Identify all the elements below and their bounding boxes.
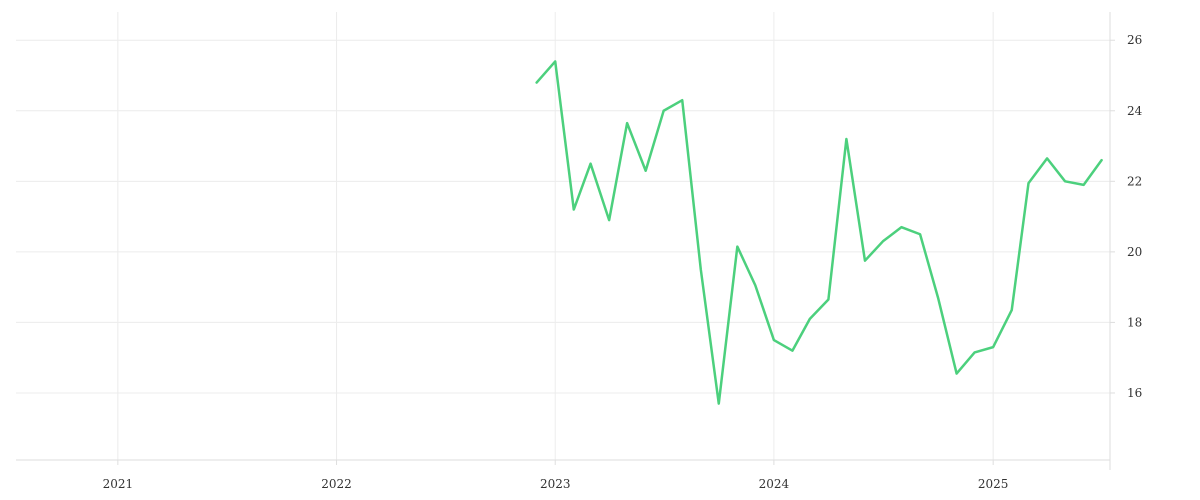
series-line-0 (535, 60, 1103, 405)
y-axis-tick-labels: 16 18 20 22 24 26 (1127, 33, 1143, 400)
y-tick-label: 20 (1127, 245, 1142, 259)
axes (16, 12, 1115, 470)
y-tick-label: 18 (1127, 315, 1142, 329)
x-tick-label: 2022 (321, 477, 352, 491)
x-tick-label: 2024 (759, 477, 790, 491)
series-layer (535, 60, 1103, 405)
horizontal-gridlines (16, 39, 1110, 394)
y-tick-label: 22 (1127, 174, 1142, 188)
vertical-gridlines (117, 12, 994, 460)
y-tick-label: 26 (1127, 33, 1142, 47)
y-tick-label: 24 (1127, 104, 1143, 118)
x-axis-tick-labels: 2021 2022 2023 2024 2025 (103, 477, 1009, 491)
x-tick-label: 2025 (978, 477, 1009, 491)
y-tick-label: 16 (1127, 386, 1142, 400)
x-tick-label: 2023 (540, 477, 571, 491)
x-tick-label: 2021 (103, 477, 134, 491)
